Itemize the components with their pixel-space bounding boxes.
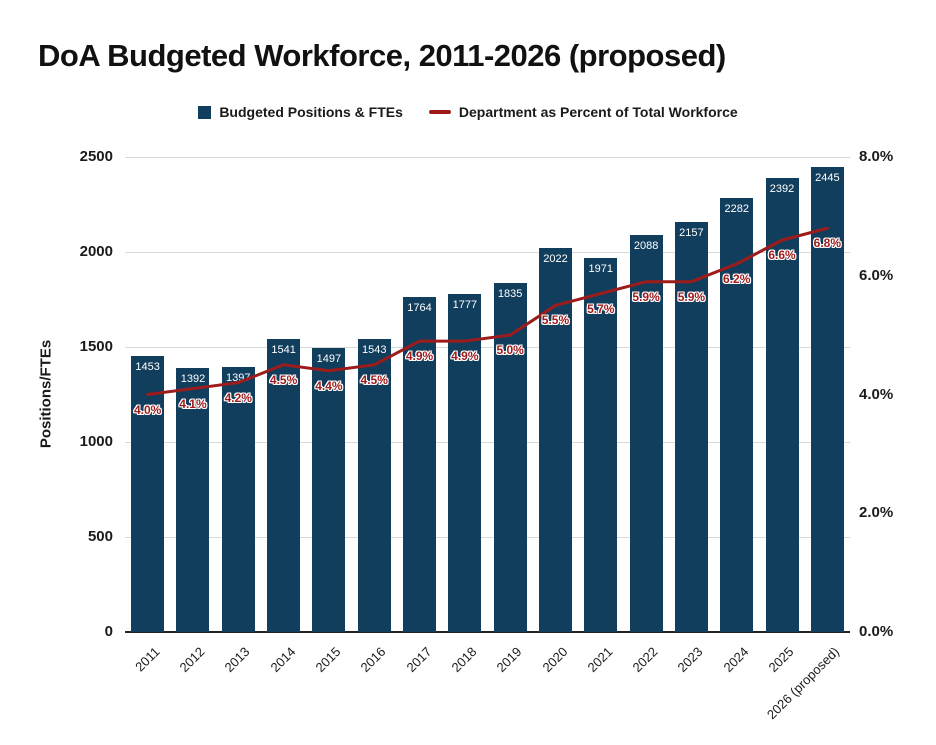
legend-item-line: Department as Percent of Total Workforce <box>428 104 738 120</box>
bar-value-label: 2022 <box>543 252 568 265</box>
bar <box>131 355 165 632</box>
x-tick-label: 2016 <box>357 644 389 676</box>
x-tick-label: 2025 <box>765 644 797 676</box>
x-tick-label: 2024 <box>720 644 752 676</box>
grid-line <box>125 537 850 538</box>
bar-value-label: 2282 <box>724 203 749 216</box>
bar-value-label: 1543 <box>361 343 387 356</box>
bar-value-label: 1497 <box>316 352 342 365</box>
bar <box>629 235 663 632</box>
chart-title: DoA Budgeted Workforce, 2011-2026 (propo… <box>38 38 726 73</box>
y-axis-title: Positions/FTEs <box>37 339 55 449</box>
grid-line <box>125 442 850 443</box>
percent-point-label: 4.0% <box>133 402 162 417</box>
legend: Budgeted Positions & FTEs Department as … <box>0 104 936 120</box>
bar <box>267 339 301 632</box>
bar <box>493 283 527 632</box>
left-tick-label: 2500 <box>79 148 113 165</box>
x-tick-label: 2013 <box>221 644 253 676</box>
bar-value-label: 1971 <box>588 262 614 275</box>
percent-point-label: 5.9% <box>677 289 706 304</box>
percent-point-label: 5.5% <box>541 313 570 328</box>
percent-point-label: 4.1% <box>179 396 207 411</box>
bar <box>312 347 346 632</box>
percent-point-label: 6.8% <box>813 236 842 251</box>
percent-point-label: 6.2% <box>723 271 751 286</box>
x-axis-line <box>125 631 850 633</box>
right-tick-label: 0.0% <box>859 623 894 640</box>
percent-point-label: 5.0% <box>496 343 524 358</box>
bar <box>176 367 210 632</box>
x-tick-label: 2011 <box>131 644 163 675</box>
x-tick-label: 2022 <box>629 644 661 676</box>
bar <box>720 198 754 632</box>
x-tick-label: 2018 <box>448 644 480 676</box>
bar-value-label: 1541 <box>271 344 296 357</box>
bar-value-label: 1453 <box>135 360 160 373</box>
right-tick-label: 4.0% <box>859 385 894 403</box>
bar <box>448 294 482 632</box>
bar-series-swatch-icon <box>198 105 212 119</box>
grid-line <box>125 252 850 253</box>
bar <box>584 257 618 632</box>
bar <box>810 167 844 632</box>
percent-point-label: 4.5% <box>269 372 298 387</box>
legend-label-bars: Budgeted Positions & FTEs <box>219 104 403 120</box>
right-tick-label: 6.0% <box>859 266 894 284</box>
x-tick-label: 2012 <box>176 644 208 676</box>
percent-point-label: 4.5% <box>360 372 388 387</box>
legend-label-line: Department as Percent of Total Workforce <box>458 104 738 120</box>
x-tick-label: 2021 <box>584 644 616 676</box>
bar-value-label: 2088 <box>633 240 659 253</box>
bar-value-label: 1777 <box>452 299 478 312</box>
line-series-swatch-icon <box>428 110 451 114</box>
right-tick-label: 8.0% <box>859 148 894 165</box>
left-tick-label: 500 <box>87 528 113 545</box>
grid-line <box>125 347 850 348</box>
left-tick-label: 0 <box>104 623 113 640</box>
percent-point-label: 5.9% <box>632 289 660 304</box>
bar <box>357 338 391 632</box>
bar-value-label: 1392 <box>180 372 206 385</box>
bar <box>765 177 799 632</box>
right-tick-label: 2.0% <box>859 504 894 522</box>
grid-line <box>125 157 850 158</box>
bar-value-label: 2392 <box>769 182 795 195</box>
bar-value-label: 2445 <box>815 172 840 185</box>
x-tick-label: 2014 <box>267 644 299 676</box>
percent-point-label: 4.9% <box>451 349 479 364</box>
bar <box>221 366 255 632</box>
left-tick-label: 1000 <box>79 433 113 450</box>
bar-value-label: 1835 <box>497 288 523 301</box>
percent-point-label: 4.9% <box>405 349 434 364</box>
bar-value-label: 1764 <box>407 301 432 314</box>
x-tick-label: 2017 <box>403 644 435 676</box>
left-tick-label: 1500 <box>79 338 113 355</box>
percent-line <box>146 226 829 396</box>
legend-item-bars: Budgeted Positions & FTEs <box>198 104 403 120</box>
x-tick-label: 2020 <box>539 644 571 676</box>
percent-point-label: 5.7% <box>587 301 615 316</box>
bar <box>674 222 708 632</box>
percent-point-label: 4.4% <box>315 378 343 393</box>
percent-point-label: 4.2% <box>224 390 252 405</box>
x-tick-label: 2023 <box>674 644 707 676</box>
bar <box>403 296 437 632</box>
bar-value-label: 2157 <box>679 227 704 240</box>
x-tick-label: 2019 <box>493 644 525 676</box>
left-tick-label: 2000 <box>79 243 113 260</box>
percent-point-label: 6.6% <box>768 248 796 263</box>
x-tick-label: 2015 <box>312 644 344 676</box>
